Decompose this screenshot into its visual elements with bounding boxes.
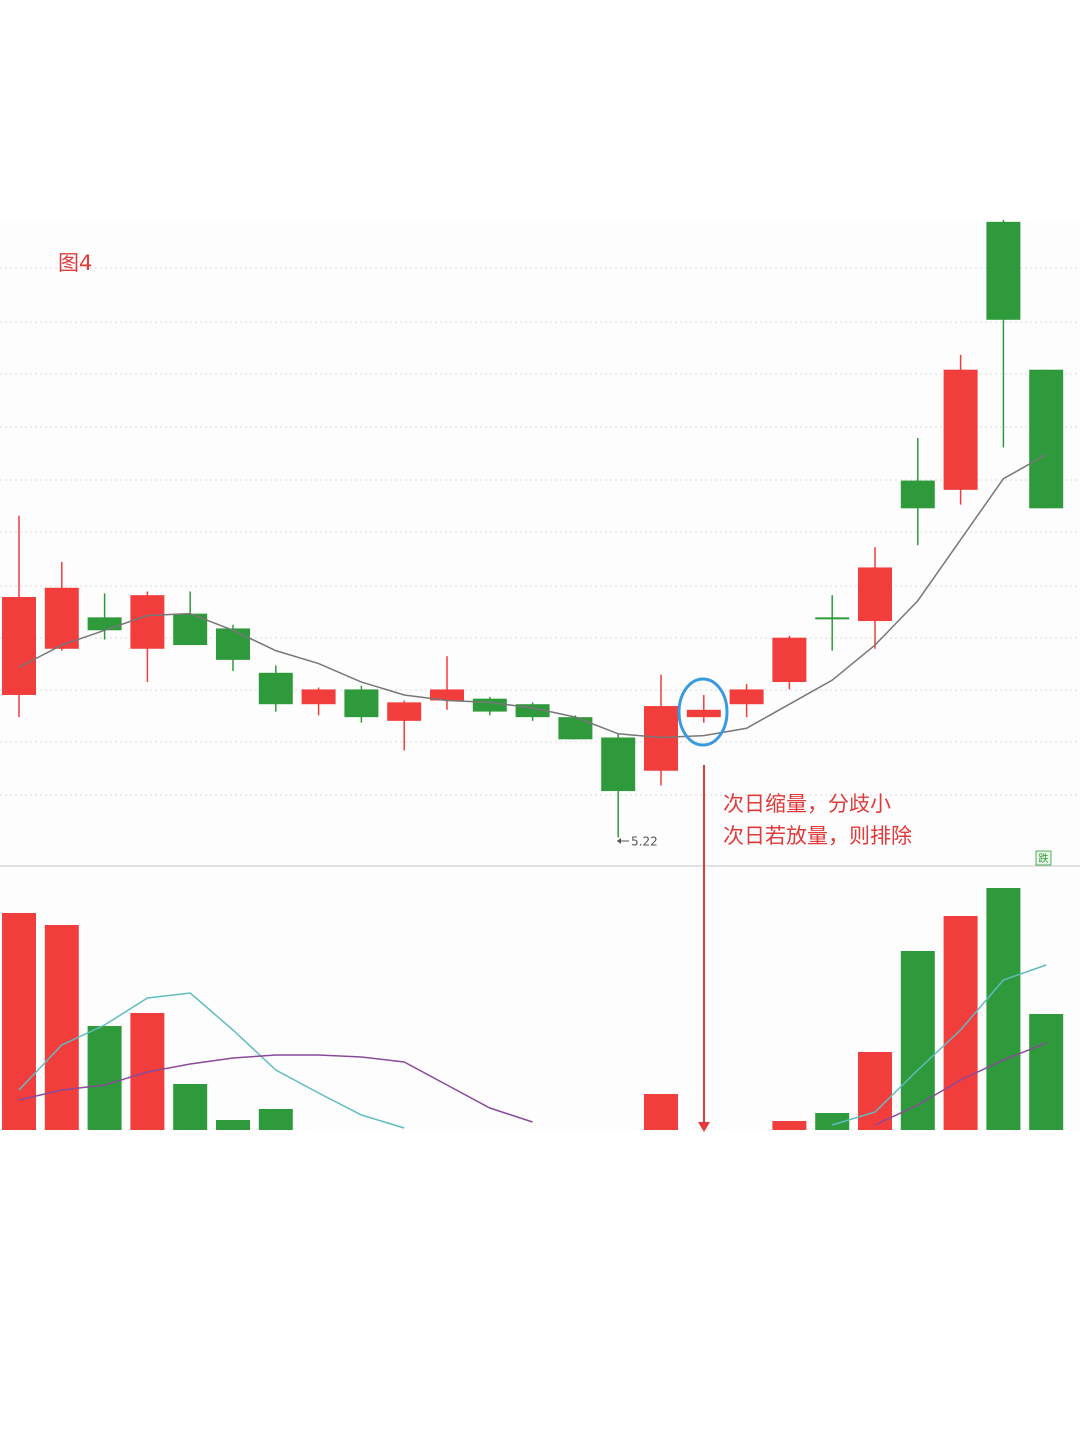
arrow-head <box>698 1122 710 1132</box>
highlight-circle <box>677 677 729 747</box>
volume-panel <box>2 888 1064 1130</box>
ma-line <box>18 454 1047 739</box>
volume-bar <box>858 1052 892 1130</box>
candle-body <box>87 617 122 631</box>
marker-box <box>1035 850 1052 866</box>
candle-body <box>258 672 293 705</box>
volume-bar <box>258 1109 293 1130</box>
candle-body <box>686 709 721 718</box>
candle-body <box>986 221 1021 320</box>
volume-bar <box>1029 1014 1064 1130</box>
volume-bar <box>44 925 79 1130</box>
candle-body <box>2 597 36 695</box>
volume-bar <box>986 888 1021 1130</box>
candle-body <box>772 637 807 683</box>
candle-body <box>301 689 336 705</box>
volume-bar <box>173 1084 208 1130</box>
candle-body <box>430 689 464 701</box>
candle-body <box>644 706 678 771</box>
marker: 跌 <box>1039 852 1049 865</box>
low-pointer-head <box>617 838 621 844</box>
volume-bar <box>216 1120 250 1130</box>
candle-body <box>943 369 978 490</box>
annotation: 次日缩量，分歧小 <box>723 792 891 816</box>
volume-ma-line <box>18 1042 1047 1126</box>
volume-bar <box>2 913 36 1130</box>
candle-body <box>344 689 379 718</box>
candle-body <box>1029 369 1064 509</box>
candle-body <box>858 567 892 622</box>
price-panel <box>2 220 1064 838</box>
volume-bar <box>772 1121 807 1130</box>
candle-body <box>729 689 764 705</box>
annotation: 次日若放量，则排除 <box>723 824 912 848</box>
candle-body <box>601 737 636 792</box>
candle-body <box>900 480 935 509</box>
candle-body <box>130 595 165 649</box>
low-label: 5.22 <box>631 835 658 849</box>
volume-bar <box>900 951 935 1130</box>
candle-body <box>173 613 208 646</box>
volume-ma-line <box>18 964 1047 1129</box>
candle-body <box>216 628 250 660</box>
chart-title: 图4 <box>58 251 92 275</box>
volume-bar <box>644 1094 678 1130</box>
candle-body <box>558 717 593 740</box>
candle-body <box>472 698 507 712</box>
volume-bar <box>815 1113 850 1130</box>
volume-bar <box>943 916 978 1130</box>
candle-body <box>815 617 850 620</box>
candle-body <box>387 702 422 721</box>
chart-area <box>0 220 1080 1130</box>
candle-body <box>44 587 79 649</box>
volume-bar <box>87 1026 122 1130</box>
